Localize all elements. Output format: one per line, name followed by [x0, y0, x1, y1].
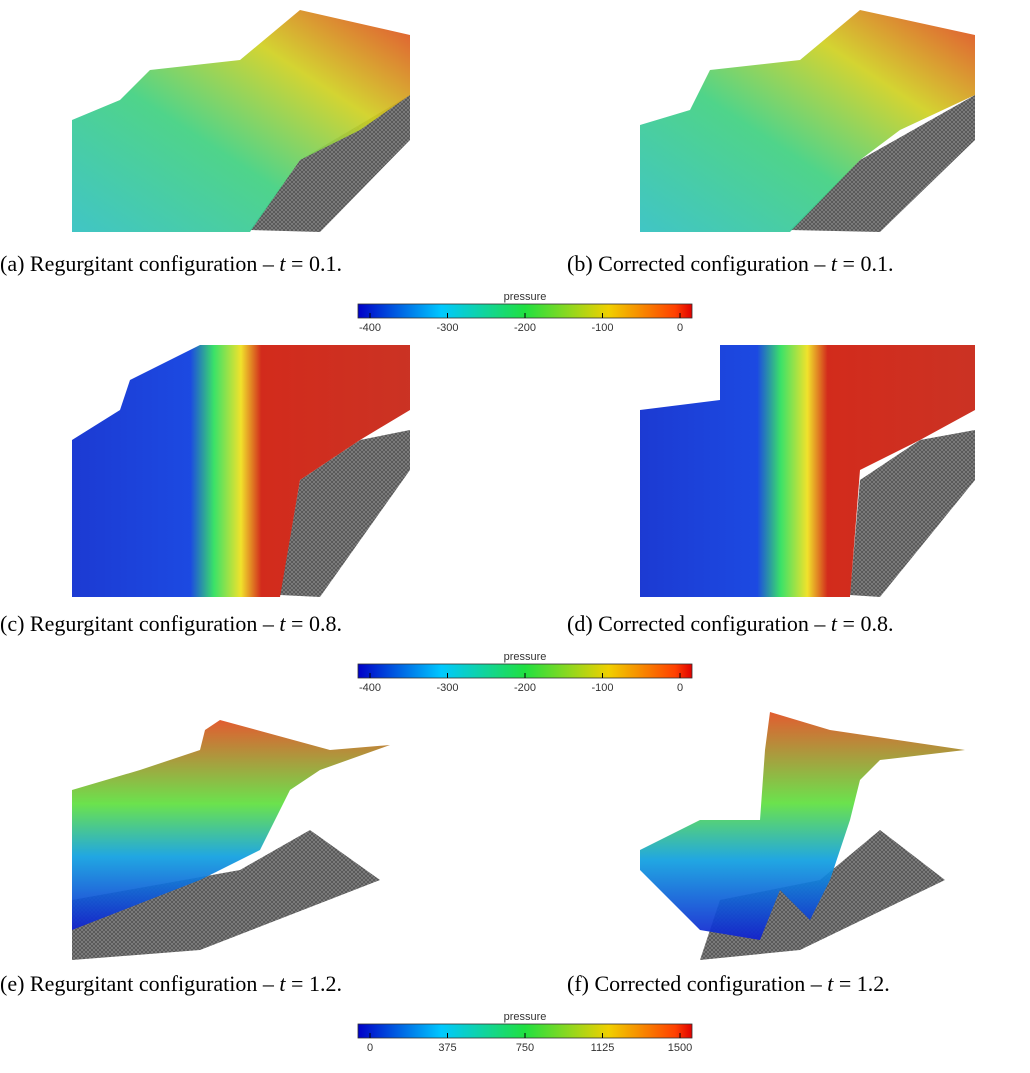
- colorbar-tick-label: 750: [516, 1042, 534, 1054]
- render-e: [72, 720, 390, 960]
- colorbar-tick-label: -300: [436, 682, 458, 694]
- colorbar-tick-label: -200: [514, 682, 536, 694]
- caption: (c) Regurgitant configuration – t = 0.8.: [0, 611, 342, 636]
- colorbar-tick-label: 0: [677, 682, 683, 694]
- colorbar-title: pressure: [504, 291, 547, 303]
- render-a: [72, 10, 410, 232]
- caption: (e) Regurgitant configuration – t = 1.2.: [0, 971, 342, 996]
- colorbar-tick-label: 375: [438, 1042, 456, 1054]
- colorbar-tick-label: -200: [514, 322, 536, 334]
- colorbar-title: pressure: [504, 651, 547, 663]
- colorbar-tick-label: -100: [591, 322, 613, 334]
- render-b: [640, 10, 975, 232]
- colorbar-tick-label: -100: [591, 682, 613, 694]
- render-d: [640, 345, 975, 597]
- colorbar-tick-label: 1500: [668, 1042, 692, 1054]
- colorbar-tick-label: 0: [367, 1042, 373, 1054]
- caption: (a) Regurgitant configuration – t = 0.1.: [0, 251, 342, 276]
- colorbar-title: pressure: [504, 1011, 547, 1023]
- render-c: [72, 300, 410, 597]
- colorbar-tick-label: -400: [359, 322, 381, 334]
- colorbar-tick-label: -400: [359, 682, 381, 694]
- render-f: [640, 712, 965, 960]
- colorbar-tick-label: 0: [677, 322, 683, 334]
- colorbar-tick-label: 1125: [591, 1042, 615, 1054]
- caption: (b) Corrected configuration – t = 0.1.: [567, 251, 893, 276]
- colorbar-tick-label: -300: [436, 322, 458, 334]
- caption: (d) Corrected configuration – t = 0.8.: [567, 611, 893, 636]
- caption: (f) Corrected configuration – t = 1.2.: [567, 971, 890, 996]
